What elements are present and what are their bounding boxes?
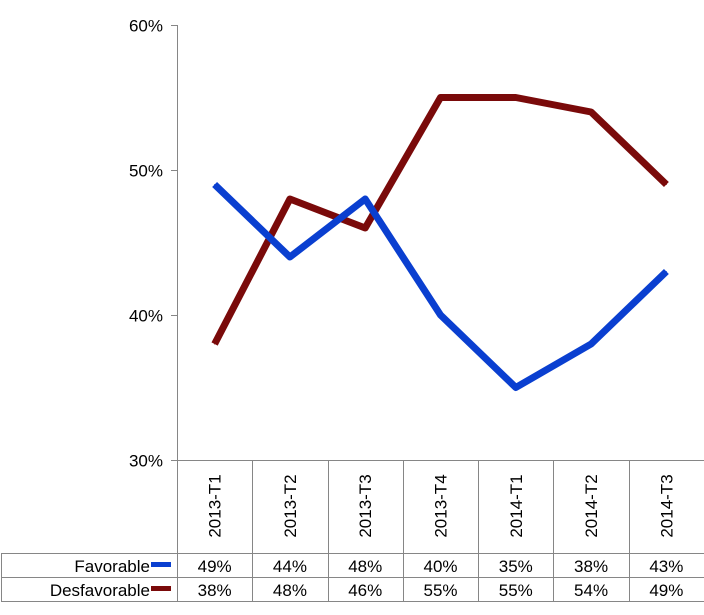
legend-label: Favorable	[74, 557, 150, 576]
category-label: 2014-T3	[657, 474, 676, 537]
data-point	[214, 343, 216, 345]
data-label: 38%	[574, 557, 608, 576]
legend-key-swatch	[151, 586, 171, 591]
data-label: 44%	[273, 557, 307, 576]
data-table: 2013-T1 2013-T2 2013-T3 2013-T4 2014-T1 2014-…	[1, 460, 704, 602]
data-point	[289, 256, 291, 258]
y-tick-label: 30%	[129, 452, 163, 471]
category-label: 2013-T3	[356, 474, 375, 537]
category-label: 2013-T1	[206, 474, 225, 537]
series-lines	[211, 94, 669, 391]
data-label: 48%	[273, 581, 307, 600]
data-point	[364, 227, 366, 229]
category-label: 2014-T2	[582, 474, 601, 537]
data-point	[289, 198, 291, 200]
data-point	[515, 97, 517, 98]
legend-key-swatch	[151, 562, 171, 567]
data-point	[665, 184, 667, 185]
y-tick-label: 40%	[129, 307, 163, 326]
data-label: 38%	[198, 581, 232, 600]
data-label: 55%	[423, 581, 457, 600]
chart-axes	[177, 25, 704, 601]
data-label: 40%	[423, 557, 457, 576]
series-line	[211, 94, 669, 346]
data-label: 54%	[574, 581, 608, 600]
data-label: 35%	[499, 557, 533, 576]
data-point	[590, 343, 592, 345]
category-label: 2013-T2	[281, 474, 300, 537]
data-label: 46%	[348, 581, 382, 600]
data-point	[214, 184, 216, 185]
data-label: 48%	[348, 557, 382, 576]
y-tick-label: 60%	[129, 17, 163, 36]
data-point	[590, 111, 592, 113]
data-point	[440, 314, 441, 316]
data-label: 49%	[649, 581, 683, 600]
y-tick-label: 50%	[129, 162, 163, 181]
data-point	[440, 97, 441, 98]
data-point	[364, 198, 366, 200]
category-label: 2014-T1	[507, 474, 526, 537]
data-point	[515, 387, 517, 388]
y-axis-ticks: 30% 40% 50% 60%	[129, 17, 177, 471]
data-point	[665, 271, 667, 272]
legend-label: Desfavorable	[50, 581, 150, 600]
data-label: 43%	[649, 557, 683, 576]
data-label: 49%	[198, 557, 232, 576]
category-label: 2013-T4	[432, 474, 451, 537]
data-label: 55%	[499, 581, 533, 600]
